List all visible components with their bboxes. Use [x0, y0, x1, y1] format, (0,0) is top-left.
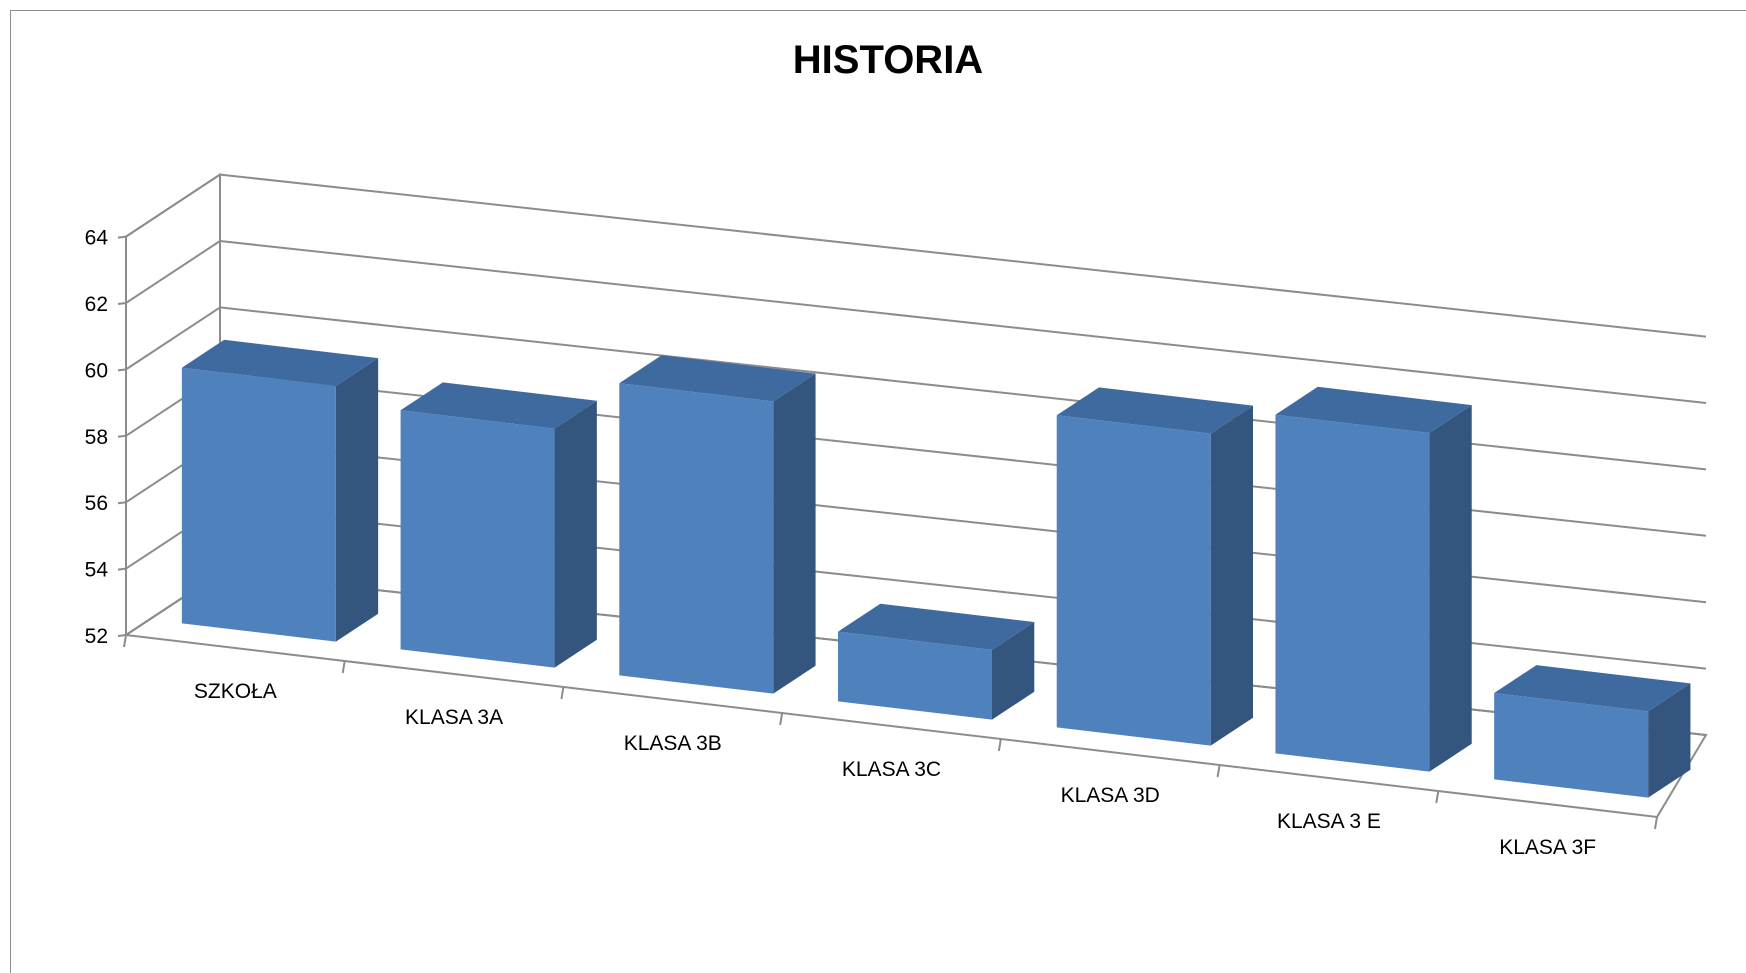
- x-tick-mark: [123, 634, 127, 648]
- y-tick-mark: [117, 434, 127, 438]
- gridline-wall: [125, 306, 221, 371]
- x-tick-mark: [1654, 816, 1658, 830]
- y-tick-label: 64: [85, 227, 109, 250]
- bar-top: [1275, 386, 1472, 434]
- gridline-wall: [125, 240, 221, 304]
- bar-side: [1210, 405, 1254, 746]
- bar-top: [838, 603, 1035, 650]
- y-tick-mark: [117, 368, 127, 372]
- y-tick-label: 52: [85, 625, 108, 648]
- x-tick-mark: [560, 686, 565, 700]
- bar: [181, 339, 379, 642]
- bar-side: [554, 400, 597, 668]
- bar-top: [619, 355, 816, 402]
- labels: 52 54 56 58 60 62 64 SZKOŁA KLASA 3A KLASA 3B KLAS…: [85, 227, 1596, 859]
- bar: [1056, 387, 1254, 746]
- y-tick-mark: [117, 567, 127, 571]
- bar-front: [1494, 693, 1649, 798]
- bar-top: [1056, 387, 1254, 434]
- chart-title: HISTORIA: [792, 38, 984, 82]
- bar-side: [773, 373, 816, 694]
- x-category-label: KLASA 3B: [624, 732, 722, 755]
- bar-side: [335, 358, 379, 642]
- bar-side: [1429, 405, 1472, 772]
- bar-side: [991, 622, 1035, 720]
- x-category-label: KLASA 3D: [1061, 784, 1160, 807]
- x-tick-mark: [779, 712, 784, 726]
- bar-side: [1648, 683, 1691, 798]
- bar-front: [838, 631, 992, 720]
- bar-front: [619, 383, 774, 694]
- bar-top: [400, 382, 597, 429]
- bar: [1494, 665, 1691, 798]
- gridline-back: [219, 173, 1707, 338]
- bar-front: [1275, 414, 1430, 772]
- x-tick-mark: [997, 738, 1002, 752]
- y-tick-mark: [117, 501, 127, 505]
- x-tick-mark: [1435, 790, 1440, 804]
- bar-front: [400, 410, 555, 668]
- x-category-label: KLASA 3A: [405, 706, 503, 729]
- y-tick-label: 62: [85, 293, 108, 316]
- bar: [619, 355, 816, 694]
- y-tick-label: 60: [85, 359, 108, 382]
- x-category-label: KLASA 3F: [1499, 836, 1596, 859]
- y-tick-mark: [117, 302, 127, 305]
- x-category-label: KLASA 3 E: [1277, 810, 1381, 833]
- bar: [400, 382, 597, 668]
- y-tick-label: 54: [85, 559, 109, 582]
- bar-front: [1056, 415, 1211, 746]
- x-category-label: KLASA 3C: [842, 758, 941, 781]
- y-tick-label: 56: [85, 492, 108, 515]
- bar-front: [181, 367, 336, 642]
- y-tick-mark: [117, 235, 127, 239]
- bar: [838, 603, 1035, 720]
- bar-top: [181, 339, 379, 387]
- x-tick-mark: [341, 660, 346, 674]
- x-tick-mark: [1216, 764, 1221, 778]
- gridline-back: [219, 240, 1707, 404]
- y-tick-mark: [117, 634, 127, 637]
- x-category-label: SZKOŁA: [194, 680, 277, 703]
- bars: [181, 339, 1691, 798]
- bar-top: [1494, 665, 1691, 712]
- y-tick-label: 58: [85, 426, 108, 449]
- bar: [1275, 386, 1472, 772]
